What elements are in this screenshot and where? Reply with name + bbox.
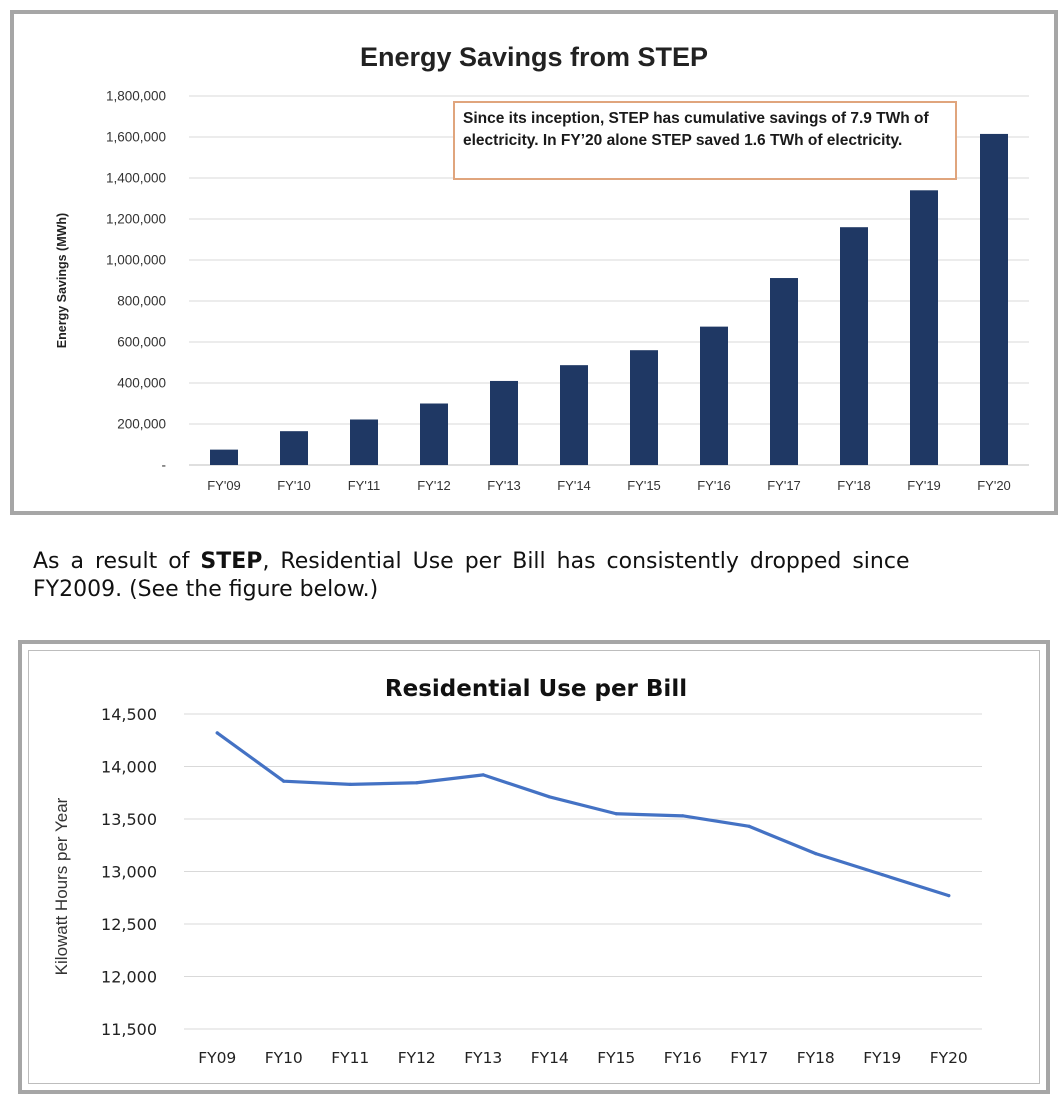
bar <box>280 431 308 465</box>
x-tick-label: FY'09 <box>207 478 241 493</box>
y-tick-label: 12,500 <box>101 915 157 934</box>
data-point <box>415 781 419 785</box>
bar <box>840 227 868 465</box>
data-point <box>947 894 951 898</box>
series-line <box>215 731 951 898</box>
x-tick-label: FY18 <box>797 1049 835 1067</box>
y-tick-label: - <box>162 458 167 473</box>
bar <box>420 403 448 465</box>
y-tick-label: 12,000 <box>101 968 157 987</box>
bar <box>980 133 1008 466</box>
y-tick-label: 1,800,000 <box>106 89 166 104</box>
x-tick-label: FY10 <box>265 1049 303 1067</box>
x-tick-label: FY16 <box>664 1049 702 1067</box>
y-tick-label: 11,500 <box>101 1020 157 1039</box>
x-tick-label: FY'19 <box>907 478 941 493</box>
bar <box>210 449 238 465</box>
x-tick-label: FY'11 <box>348 478 381 493</box>
x-tick-label: FY'14 <box>557 478 591 493</box>
bar <box>350 419 378 465</box>
chart-title: Energy Savings from STEP <box>360 42 708 72</box>
x-tick-label: FY14 <box>531 1049 569 1067</box>
body-paragraph: As a result of STEP, Residential Use per… <box>33 548 1058 604</box>
x-tick-label: FY'20 <box>977 478 1011 493</box>
data-point <box>481 773 485 777</box>
data-point <box>215 731 219 735</box>
x-tick-label: FY'13 <box>487 478 521 493</box>
x-tick-label: FY17 <box>730 1049 768 1067</box>
y-tick-label: 200,000 <box>117 417 166 432</box>
data-point <box>548 795 552 799</box>
x-tick-label: FY'16 <box>697 478 731 493</box>
residential-use-chart: Residential Use per Bill 11,500 12,000 12,5… <box>52 676 982 1067</box>
y-tick-label: 1,400,000 <box>106 171 166 186</box>
residential-use-chart-frame: Residential Use per Bill 11,500 12,000 12,5… <box>18 640 1050 1094</box>
x-tick-label: FY'18 <box>837 478 871 493</box>
data-point <box>282 779 286 783</box>
x-tick-label: FY'10 <box>277 478 311 493</box>
bar <box>560 365 588 465</box>
x-tick-label: FY15 <box>597 1049 635 1067</box>
x-tick-label: FY11 <box>331 1049 369 1067</box>
body-line-2: FY2009. (See the figure below.) <box>33 577 379 602</box>
y-tick-label: 1,600,000 <box>106 130 166 145</box>
bar <box>770 278 798 465</box>
y-tick-label: 13,500 <box>101 810 157 829</box>
y-axis-title: Energy Savings (MWh) <box>55 213 69 348</box>
y-axis-title: Kilowatt Hours per Year <box>52 797 71 975</box>
data-point <box>681 814 685 818</box>
energy-savings-chart: Energy Savings from STEP - 200,000 400,000 6… <box>55 42 1029 493</box>
data-point <box>814 852 818 856</box>
bar <box>700 326 728 465</box>
y-tick-label: 600,000 <box>117 335 166 350</box>
data-point <box>348 782 352 786</box>
x-tick-label: FY12 <box>398 1049 436 1067</box>
x-tick-label: FY19 <box>863 1049 901 1067</box>
x-tick-label: FY20 <box>930 1049 968 1067</box>
y-tick-label: 400,000 <box>117 376 166 391</box>
data-point <box>747 824 751 828</box>
chart-title: Residential Use per Bill <box>385 676 687 702</box>
x-tick-label: FY'12 <box>417 478 451 493</box>
body-line-1-suffix: , Residential Use per Bill has consisten… <box>262 549 910 574</box>
bar <box>490 380 518 465</box>
body-line-1-prefix: As a result of <box>33 549 201 574</box>
cumulative-savings-annotation: Since its inception, STEP has cumulative… <box>453 101 957 180</box>
x-tick-label: FY13 <box>464 1049 502 1067</box>
y-tick-label: 14,500 <box>101 705 157 724</box>
x-tick-label: FY'15 <box>627 478 661 493</box>
energy-savings-chart-frame: Energy Savings from STEP - 200,000 400,000 6… <box>10 10 1058 515</box>
y-tick-label: 1,000,000 <box>106 253 166 268</box>
data-point <box>614 812 618 816</box>
x-tick-label: FY'17 <box>767 478 801 493</box>
body-step-bold: STEP <box>200 549 263 574</box>
data-point <box>880 873 884 877</box>
body-line-1: As a result of STEP, Residential Use per… <box>33 548 1058 576</box>
bar <box>910 190 938 466</box>
y-tick-label: 13,000 <box>101 863 157 882</box>
y-tick-label: 14,000 <box>101 758 157 777</box>
bar <box>630 350 658 465</box>
x-tick-label: FY09 <box>198 1049 236 1067</box>
y-tick-label: 800,000 <box>117 294 166 309</box>
y-tick-label: 1,200,000 <box>106 212 166 227</box>
